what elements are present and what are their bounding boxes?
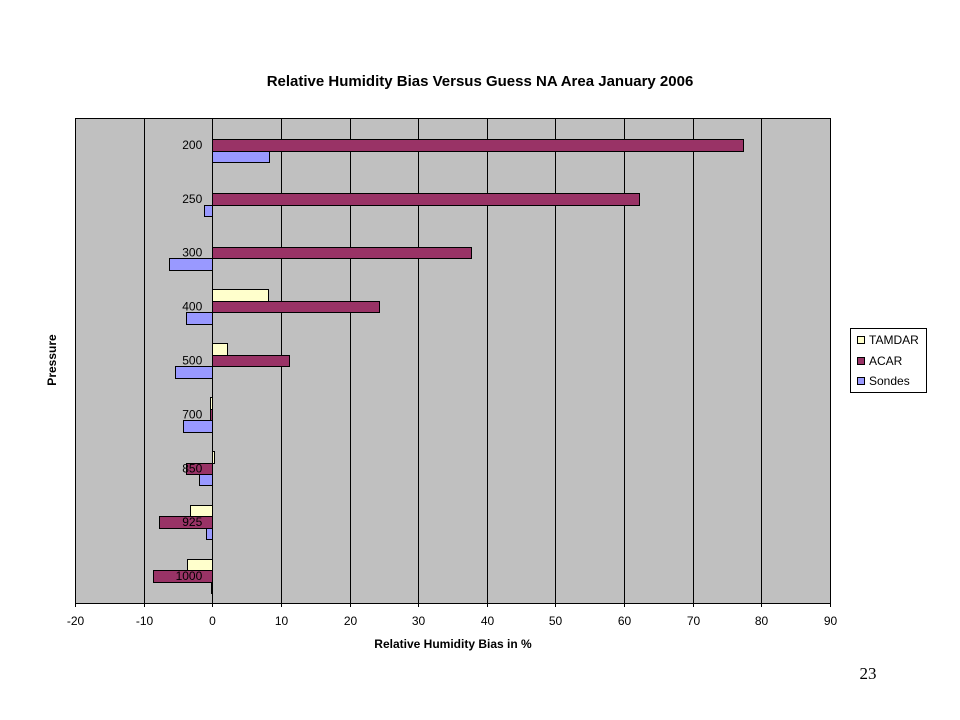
category-axis-labels: 200 250 300 400 500 700 850 925 1000 [176, 138, 203, 583]
x-tick-label: -20 [67, 614, 85, 628]
x-tick-label: 70 [687, 614, 701, 628]
category-label: 700 [182, 407, 202, 421]
category-label: 925 [182, 515, 202, 529]
legend-swatch-sondes [857, 377, 865, 385]
bar-sondes-700 [183, 420, 213, 433]
category-label: 250 [182, 192, 202, 206]
legend-item-tamdar: TAMDAR [857, 333, 919, 347]
category-label: 500 [182, 354, 202, 368]
bar-sondes-500 [175, 366, 213, 379]
bar-tamdar-700 [210, 397, 213, 410]
x-tick-label: 80 [755, 614, 769, 628]
bar-acar-1000 [153, 570, 213, 583]
category-label: 400 [182, 300, 202, 314]
bar-sondes-1000 [211, 582, 213, 594]
x-tick-label: -10 [136, 614, 154, 628]
category-label: 850 [182, 461, 202, 475]
bar-sondes-400 [186, 312, 213, 325]
bar-sondes-925 [206, 528, 213, 540]
x-tick-label: 20 [344, 614, 358, 628]
x-tick-label: 10 [275, 614, 289, 628]
x-tick-label: 90 [824, 614, 838, 628]
legend-swatch-acar [857, 357, 865, 365]
page-number: 23 [860, 664, 877, 683]
legend-item-acar: ACAR [857, 354, 903, 368]
bar-acar-300 [212, 247, 472, 259]
bar-tamdar-850 [212, 451, 215, 464]
bar-tamdar-400 [212, 289, 269, 302]
category-label: 300 [182, 246, 202, 260]
x-tick-label: 60 [618, 614, 632, 628]
x-axis-title: Relative Humidity Bias in % [374, 637, 532, 651]
legend-item-sondes: Sondes [857, 374, 910, 388]
category-label: 200 [182, 138, 202, 152]
legend-swatch-tamdar [857, 336, 865, 344]
x-tick-label: 40 [481, 614, 495, 628]
legend-label-tamdar: TAMDAR [869, 333, 919, 347]
y-axis-title: Pressure [45, 334, 59, 386]
legend-label-acar: ACAR [869, 354, 903, 368]
legend-label-sondes: Sondes [869, 374, 910, 388]
bar-sondes-850 [199, 474, 213, 486]
category-label: 1000 [176, 569, 203, 583]
bar-acar-200 [212, 139, 744, 152]
bar-acar-400 [212, 301, 380, 313]
bar-sondes-250 [204, 205, 213, 217]
bar-acar-500 [212, 355, 290, 367]
x-tick-label: 30 [412, 614, 426, 628]
bar-acar-925 [159, 516, 213, 529]
x-axis-ticks: -20 -10 0 10 20 30 40 50 60 70 80 90 [67, 603, 838, 628]
chart-title: Relative Humidity Bias Versus Guess NA A… [267, 73, 694, 90]
bar-sondes-300 [169, 258, 213, 271]
bar-acar-250 [212, 193, 640, 206]
bar-acar-700 [210, 409, 213, 421]
x-tick-label: 50 [549, 614, 563, 628]
legend: TAMDAR ACAR Sondes [850, 328, 927, 393]
bar-sondes-200 [212, 151, 270, 163]
bar-tamdar-500 [212, 343, 228, 356]
x-tick-label: 0 [209, 614, 216, 628]
bars [153, 139, 744, 594]
